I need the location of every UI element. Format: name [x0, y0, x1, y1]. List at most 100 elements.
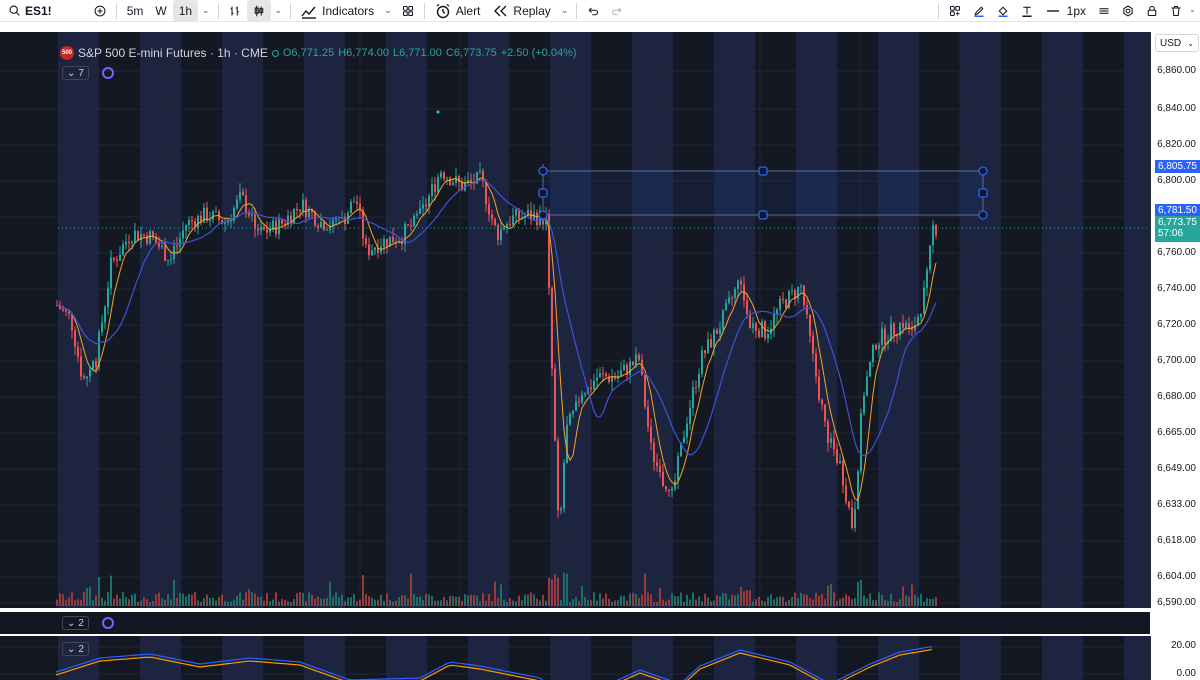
currency-selector[interactable]: USD ⌄ [1155, 34, 1199, 52]
volume-bar [485, 600, 487, 606]
indicators-dropdown-button[interactable]: ⌄ [380, 0, 396, 22]
volume-bar [482, 592, 484, 606]
volume-bar [803, 594, 805, 606]
symbol-logo: 500 [60, 46, 74, 60]
volume-bar [653, 601, 655, 606]
line-style-button[interactable] [1092, 0, 1116, 22]
indicators-collapse-button[interactable]: ⌄ 7 [62, 66, 89, 80]
candle-body [635, 354, 637, 365]
candle-body [272, 220, 274, 230]
volume-bar [80, 599, 82, 606]
candle-body [575, 401, 577, 411]
interval-dropdown-button[interactable]: ⌄ [198, 0, 214, 22]
templates-button[interactable] [396, 0, 420, 22]
oscillator-pane-2[interactable]: ⌄ 2 [0, 636, 1150, 680]
candle-body [194, 221, 196, 229]
symbol-search-button[interactable]: ES1! [0, 0, 88, 22]
volume-bar [446, 600, 448, 606]
volume-bar [479, 601, 481, 606]
candle-body [419, 208, 421, 214]
more-button[interactable] [1188, 0, 1200, 22]
volume-bar [452, 595, 454, 606]
candle-body [608, 376, 610, 382]
resize-handle[interactable] [538, 210, 548, 220]
redo-button[interactable] [605, 0, 629, 22]
lock-button[interactable] [1140, 0, 1164, 22]
chevron-down-icon: ⌄ [384, 5, 392, 15]
volume-bar [245, 592, 247, 606]
slow-moving-average-line [56, 178, 937, 457]
candle-body [230, 220, 232, 222]
oscillator-pane-1[interactable]: ⌄ 2 [0, 612, 1150, 634]
volume-bar [341, 594, 343, 606]
line-color-button[interactable] [967, 0, 991, 22]
interval-w-button[interactable]: W [149, 0, 172, 22]
volume-bar [722, 593, 724, 606]
chevron-down-icon: ⌄ [67, 617, 76, 629]
oscillator-axis[interactable]: 20.00 0.00 [1150, 636, 1200, 680]
resize-handle[interactable] [758, 166, 768, 176]
line-width-button[interactable]: 1px [1039, 0, 1092, 22]
interval-5m-button[interactable]: 5m [121, 0, 150, 22]
chart-type-dropdown-button[interactable]: ⌄ [271, 0, 287, 22]
volume-bar [383, 601, 385, 606]
candle-body [470, 179, 472, 182]
settings-button[interactable] [1116, 0, 1140, 22]
drawing-group-button[interactable] [943, 0, 967, 22]
replay-button[interactable]: Replay [486, 0, 556, 22]
volume-bar [491, 601, 493, 606]
osc1-collapse-button[interactable]: ⌄ 2 [62, 616, 89, 630]
candle-body [389, 236, 391, 247]
indicators-button[interactable]: Indicators [295, 0, 380, 22]
volume-bar [398, 597, 400, 606]
price-chart[interactable] [0, 32, 1150, 608]
oscillator-chart[interactable] [0, 636, 1150, 680]
rectangle-shape[interactable] [542, 170, 984, 216]
compare-symbol-button[interactable] [88, 0, 112, 22]
sync-icon[interactable] [102, 67, 114, 79]
undo-button[interactable] [581, 0, 605, 22]
volume-bar [560, 600, 562, 606]
resize-handle[interactable] [978, 210, 988, 220]
line-width-icon [1046, 9, 1059, 12]
volume-bar [884, 600, 886, 606]
selected-rectangle-drawing[interactable] [538, 164, 988, 222]
session-band [304, 32, 345, 608]
volume-bar [167, 594, 169, 606]
fill-color-button[interactable] [991, 0, 1015, 22]
text-color-button[interactable] [1015, 0, 1039, 22]
volume-bar [230, 601, 232, 606]
osc2-collapse-button[interactable]: ⌄ 2 [62, 642, 89, 656]
volume-bar [164, 599, 166, 606]
alert-button[interactable]: Alert [429, 0, 487, 22]
sync-icon[interactable] [102, 617, 114, 629]
volume-bar [584, 597, 586, 606]
replay-dropdown-button[interactable]: ⌄ [557, 0, 573, 22]
bar-style-button[interactable] [223, 0, 247, 22]
volume-bar [848, 596, 850, 606]
volume-bar [470, 594, 472, 606]
volume-bar [224, 600, 226, 606]
resize-handle[interactable] [538, 188, 548, 198]
resize-handle[interactable] [538, 166, 548, 176]
candle-body [191, 219, 193, 222]
resize-handle[interactable] [758, 210, 768, 220]
candle-body [803, 285, 805, 306]
resize-handle[interactable] [978, 166, 988, 176]
candle-body [311, 209, 313, 213]
resize-handle[interactable] [978, 188, 988, 198]
candle-body [221, 219, 223, 224]
candle-body [914, 325, 916, 331]
chevron-down-icon: ⌄ [560, 5, 569, 15]
price-axis[interactable]: USD ⌄ 6,860.00 6,840.00 6,820.00 6,800.00 6,… [1150, 32, 1200, 608]
volume-bar [917, 597, 919, 606]
candles-style-button[interactable] [246, 0, 271, 22]
volume-bar [530, 592, 532, 606]
candle-body [197, 215, 199, 229]
main-price-pane[interactable]: 500 S&P 500 E-mini Futures · 1h · CME O6… [0, 32, 1150, 608]
volume-bar [671, 592, 673, 606]
candle-body [428, 195, 430, 207]
candle-body [170, 259, 172, 261]
interval-1h-button[interactable]: 1h [172, 0, 199, 22]
delete-button[interactable] [1164, 0, 1188, 22]
